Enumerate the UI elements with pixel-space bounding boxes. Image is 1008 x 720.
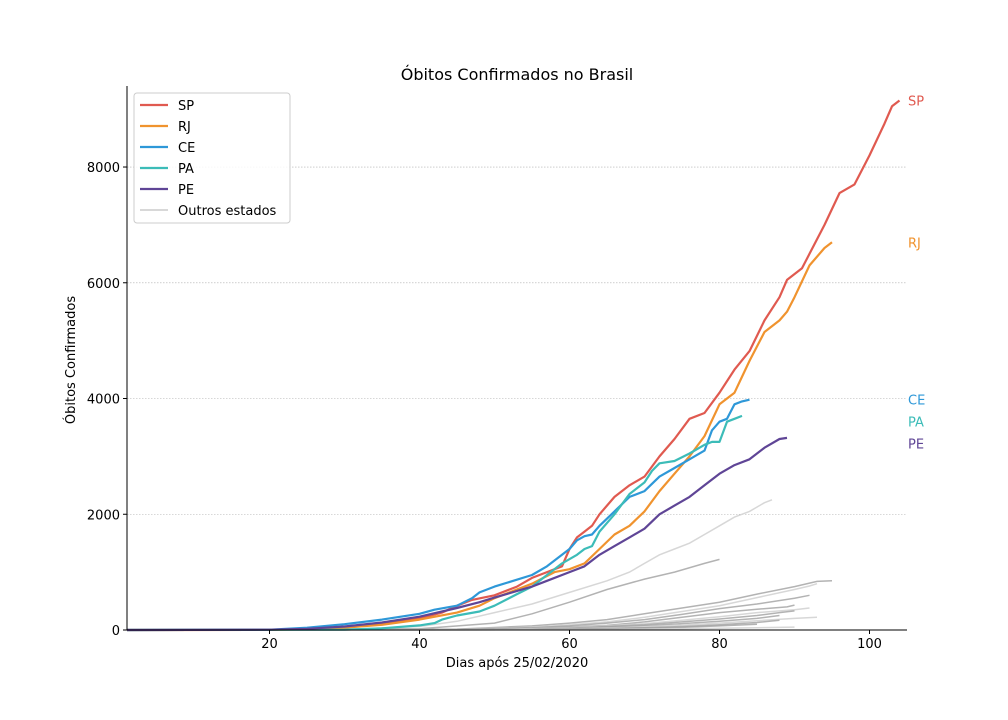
- x-tick-label: 80: [711, 637, 728, 652]
- end-label-rj: RJ: [908, 236, 921, 251]
- x-tick-label: 20: [261, 637, 278, 652]
- y-tick-label: 4000: [87, 393, 120, 408]
- y-tick-label: 6000: [87, 277, 120, 292]
- y-tick-label: 8000: [87, 161, 120, 176]
- other-state-line: [126, 558, 720, 631]
- other-state-line: [126, 580, 833, 631]
- series-end-labels: SP RJ CE PA PE: [908, 94, 925, 452]
- legend-label: RJ: [178, 120, 191, 135]
- end-label-pa: PA: [908, 416, 924, 431]
- x-tick-label: 60: [561, 637, 578, 652]
- x-tick-label: 100: [857, 637, 882, 652]
- legend-label: Outros estados: [178, 204, 277, 219]
- legend-box: [133, 92, 291, 224]
- y-tick-label: 2000: [87, 508, 120, 523]
- y-tick-label: 0: [112, 624, 120, 639]
- y-axis-ticks: 0 2000 4000 6000 8000: [87, 161, 127, 639]
- series-line-ce: [126, 398, 750, 632]
- series-line-pa: [126, 414, 743, 632]
- legend-label: CE: [178, 141, 195, 156]
- y-axis-label: Óbitos Confirmados: [63, 296, 79, 424]
- end-label-pe: PE: [908, 438, 924, 453]
- chart-title: Óbitos Confirmados no Brasil: [401, 65, 634, 84]
- legend-label: PA: [178, 162, 194, 177]
- x-axis-label: Dias após 25/02/2020: [446, 656, 589, 671]
- x-tick-label: 40: [411, 637, 428, 652]
- state-series-lines: [126, 99, 901, 632]
- series-line-rj: [126, 241, 833, 632]
- axes: [126, 86, 907, 631]
- legend: SP RJ CE PA PE Outros estados: [133, 92, 291, 224]
- end-label-ce: CE: [908, 394, 925, 409]
- series-line-pe: [126, 436, 788, 632]
- end-label-sp: SP: [908, 94, 924, 109]
- legend-label: SP: [178, 99, 194, 114]
- x-axis-ticks: 20 40 60 80 100: [261, 630, 882, 652]
- other-state-line: [126, 499, 773, 631]
- legend-label: PE: [178, 183, 194, 198]
- series-line-sp: [126, 99, 901, 632]
